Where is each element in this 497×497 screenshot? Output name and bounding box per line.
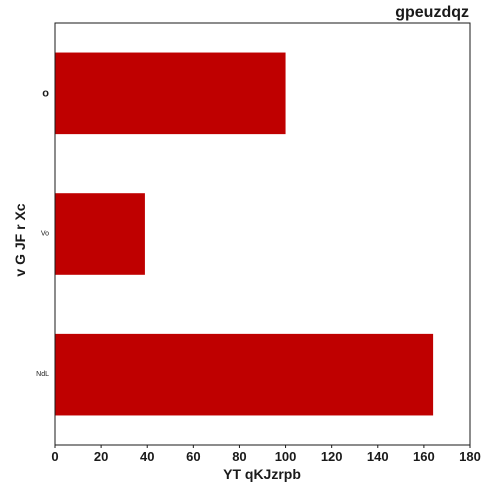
bars-layer <box>55 52 434 416</box>
x-tick-label: 160 <box>413 449 435 464</box>
x-tick-label: 80 <box>232 449 246 464</box>
y-tick-label: Vo <box>41 231 49 238</box>
plot-frame <box>54 22 471 446</box>
x-tick-label: 140 <box>367 449 389 464</box>
x-tick-label: 120 <box>321 449 343 464</box>
bar-vo <box>55 193 145 275</box>
x-tick-label: 0 <box>51 449 58 464</box>
x-tick-label: 20 <box>94 449 108 464</box>
x-axis-ticks: 0 20 40 60 80 100 120 140 160 180 <box>51 445 481 464</box>
x-tick-label: 60 <box>186 449 200 464</box>
x-tick-label: 40 <box>140 449 154 464</box>
x-axis-label: YT qKJzrpb <box>223 466 301 482</box>
y-axis-label: v G JF r Xc <box>12 203 28 276</box>
y-tick-label: NdL <box>36 371 49 378</box>
bar-o <box>55 52 286 135</box>
y-axis-ticks: o Vo NdL <box>36 87 49 378</box>
x-tick-label: 100 <box>275 449 297 464</box>
y-tick-label: o <box>42 87 49 99</box>
x-tick-label: 180 <box>459 449 481 464</box>
chart-title: gpeuzdqz <box>395 4 469 21</box>
bar-ndl <box>55 333 434 416</box>
